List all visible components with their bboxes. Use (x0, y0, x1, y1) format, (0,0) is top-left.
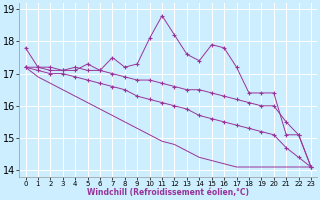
X-axis label: Windchill (Refroidissement éolien,°C): Windchill (Refroidissement éolien,°C) (87, 188, 249, 197)
